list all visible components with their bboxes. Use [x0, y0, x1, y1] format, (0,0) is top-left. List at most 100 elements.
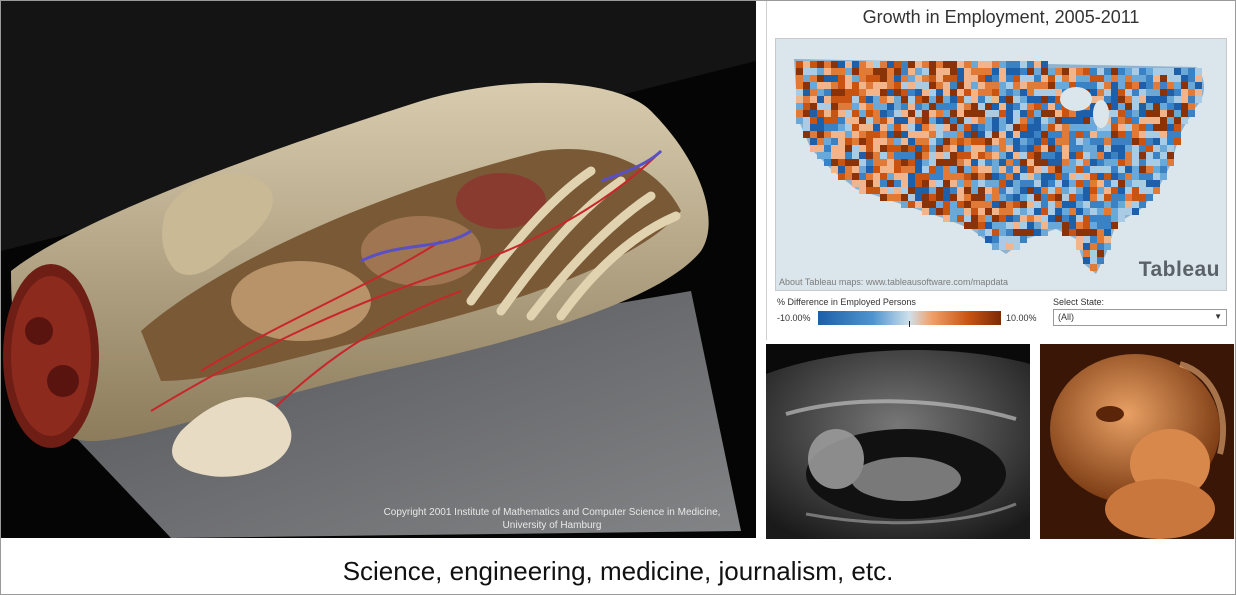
map-county-cell: [999, 61, 1006, 68]
map-county-cell: [957, 180, 964, 187]
map-county-cell: [1062, 145, 1069, 152]
map-county-cell: [922, 61, 929, 68]
map-county-cell: [964, 201, 971, 208]
map-county-cell: [1006, 103, 1013, 110]
map-county-cell: [1097, 131, 1104, 138]
map-county-cell: [1083, 152, 1090, 159]
map-county-cell: [1020, 138, 1027, 145]
map-county-cell: [915, 152, 922, 159]
map-county-cell: [1041, 166, 1048, 173]
map-source-note[interactable]: About Tableau maps: www.tableausoftware.…: [779, 277, 1008, 287]
map-county-cell: [1118, 159, 1125, 166]
map-county-cell: [810, 103, 817, 110]
map-county-cell: [831, 103, 838, 110]
map-county-cell: [852, 96, 859, 103]
map-county-cell: [964, 152, 971, 159]
select-state-dropdown[interactable]: (All) ▼: [1053, 309, 1227, 326]
map-county-cell: [1083, 229, 1090, 236]
map-county-cell: [1153, 145, 1160, 152]
map-county-cell: [1125, 96, 1132, 103]
map-county-cell: [1083, 159, 1090, 166]
map-county-cell: [1083, 250, 1090, 257]
map-county-cell: [929, 187, 936, 194]
map-county-cell: [1048, 173, 1055, 180]
map-county-cell: [922, 110, 929, 117]
map-county-cell: [887, 61, 894, 68]
map-county-cell: [1076, 117, 1083, 124]
map-county-cell: [1020, 166, 1027, 173]
map-county-cell: [866, 131, 873, 138]
map-county-cell: [1020, 222, 1027, 229]
map-county-cell: [978, 222, 985, 229]
map-county-cell: [922, 145, 929, 152]
map-county-cell: [1118, 103, 1125, 110]
map-county-cell: [971, 124, 978, 131]
map-county-cell: [859, 152, 866, 159]
map-county-cell: [915, 61, 922, 68]
map-county-cell: [1132, 187, 1139, 194]
map-county-cell: [978, 124, 985, 131]
map-county-cell: [936, 96, 943, 103]
map-county-cell: [908, 131, 915, 138]
map-county-cell: [950, 75, 957, 82]
map-county-cell: [880, 82, 887, 89]
map-county-cell: [1104, 173, 1111, 180]
map-county-cell: [880, 187, 887, 194]
map-county-cell: [1027, 138, 1034, 145]
map-county-cell: [901, 180, 908, 187]
map-county-cell: [796, 96, 803, 103]
map-county-cell: [985, 173, 992, 180]
map-county-cell: [1055, 103, 1062, 110]
map-county-cell: [1104, 208, 1111, 215]
map-county-cell: [1174, 75, 1181, 82]
map-county-cell: [873, 96, 880, 103]
map-county-cell: [999, 89, 1006, 96]
map-county-cell: [978, 89, 985, 96]
map-county-cell: [950, 103, 957, 110]
map-county-cell: [1104, 145, 1111, 152]
map-county-cell: [1041, 68, 1048, 75]
map-county-cell: [1167, 138, 1174, 145]
map-county-cell: [866, 89, 873, 96]
map-county-cell: [1083, 110, 1090, 117]
map-county-cell: [964, 96, 971, 103]
map-county-cell: [978, 194, 985, 201]
map-county-cell: [859, 166, 866, 173]
map-county-cell: [1034, 124, 1041, 131]
map-county-cell: [957, 117, 964, 124]
map-county-cell: [915, 159, 922, 166]
map-county-cell: [831, 89, 838, 96]
map-county-cell: [1062, 110, 1069, 117]
map-county-cell: [915, 117, 922, 124]
map-county-cell: [824, 145, 831, 152]
map-county-cell: [950, 159, 957, 166]
map-county-cell: [964, 215, 971, 222]
map-county-cell: [950, 145, 957, 152]
map-county-cell: [943, 89, 950, 96]
map-county-cell: [824, 61, 831, 68]
map-county-cell: [950, 138, 957, 145]
map-county-cell: [817, 124, 824, 131]
map-county-cell: [1090, 159, 1097, 166]
map-county-cell: [1195, 82, 1202, 89]
map-county-cell: [873, 131, 880, 138]
map-county-cell: [929, 68, 936, 75]
map-county-cell: [1055, 187, 1062, 194]
map-county-cell: [810, 82, 817, 89]
map-county-cell: [894, 159, 901, 166]
map-county-cell: [943, 187, 950, 194]
map-county-cell: [1069, 222, 1076, 229]
us-choropleth-map[interactable]: About Tableau maps: www.tableausoftware.…: [775, 38, 1227, 291]
map-county-cell: [1076, 166, 1083, 173]
map-county-cell: [817, 110, 824, 117]
map-county-cell: [1104, 89, 1111, 96]
map-county-cell: [1013, 201, 1020, 208]
map-county-cell: [1034, 166, 1041, 173]
map-county-cell: [803, 75, 810, 82]
map-county-cell: [943, 208, 950, 215]
map-county-cell: [1048, 117, 1055, 124]
map-county-cell: [957, 89, 964, 96]
map-county-cell: [824, 68, 831, 75]
map-county-cell: [831, 131, 838, 138]
map-county-cell: [1020, 215, 1027, 222]
